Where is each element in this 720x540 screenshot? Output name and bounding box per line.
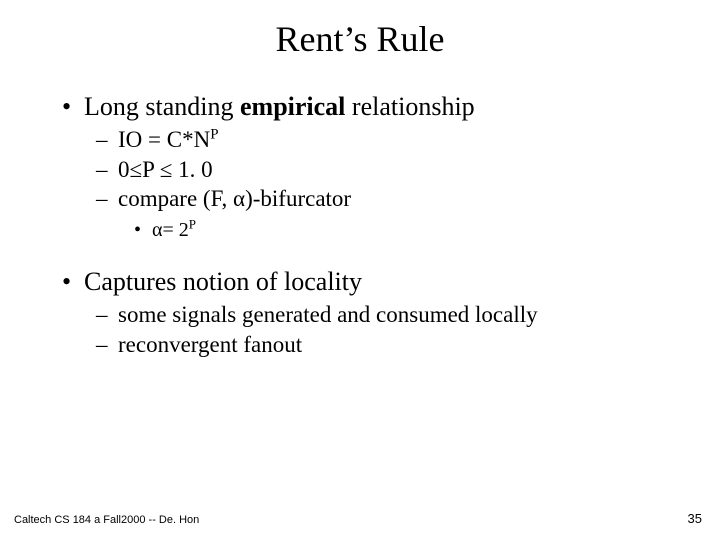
- bullet-text-em: empirical: [240, 92, 345, 121]
- bullet-level2: reconvergent fanout: [96, 330, 682, 359]
- bullet-text: IO = C*N: [118, 127, 210, 152]
- superscript: P: [210, 127, 218, 143]
- spacer: [62, 243, 682, 265]
- bullet-text: Captures notion of locality: [84, 267, 362, 296]
- bullet-level2: 0≤P ≤ 1. 0: [96, 155, 682, 184]
- bullet-text: some signals generated and consumed loca…: [118, 302, 538, 327]
- bullet-text: Long standing: [84, 92, 240, 121]
- bullet-level2: IO = C*NP: [96, 125, 682, 154]
- slide-title: Rent’s Rule: [0, 18, 720, 60]
- bullet-level2: some signals generated and consumed loca…: [96, 300, 682, 329]
- bullet-level3: α= 2P: [134, 218, 682, 244]
- bullet-text: α= 2: [152, 219, 189, 241]
- bullet-level1: Long standing empirical relationship: [62, 90, 682, 123]
- page-number: 35: [688, 511, 702, 526]
- bullet-text: compare (F, α)-bifurcator: [118, 186, 351, 211]
- slide-content: Long standing empirical relationship IO …: [62, 90, 682, 359]
- bullet-level1: Captures notion of locality: [62, 265, 682, 298]
- bullet-level2: compare (F, α)-bifurcator: [96, 184, 682, 213]
- bullet-text: reconvergent fanout: [118, 332, 302, 357]
- footer-text: Caltech CS 184 a Fall2000 -- De. Hon: [14, 514, 199, 526]
- bullet-text: relationship: [345, 92, 474, 121]
- bullet-text: 0≤P ≤ 1. 0: [118, 157, 213, 182]
- slide: Rent’s Rule Long standing empirical rela…: [0, 0, 720, 540]
- superscript: P: [189, 216, 196, 231]
